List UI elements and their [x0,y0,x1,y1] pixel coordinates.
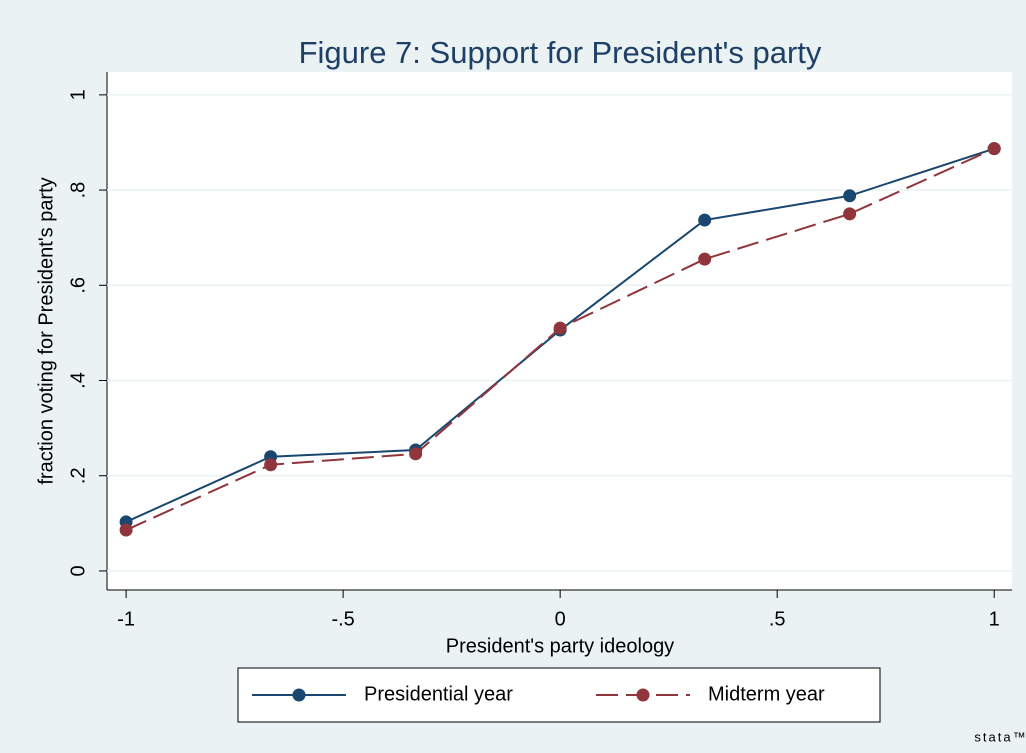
legend-label: Presidential year [364,683,513,705]
legend-marker [292,688,306,702]
chart-title: Figure 7: Support for President's party [299,35,822,70]
point [698,252,712,266]
point [698,213,712,227]
x-tick-label: .5 [769,608,786,630]
legend-label: Midterm year [708,683,825,705]
x-tick-label: 1 [989,608,1000,630]
y-tick-label: .6 [67,277,89,294]
point [553,321,567,335]
y-tick-label: 1 [67,89,89,100]
x-tick-label: -1 [117,608,135,630]
legend-marker [636,688,650,702]
x-tick-label: -.5 [331,608,354,630]
watermark: stata™ [974,729,1026,744]
point [409,447,423,461]
point [119,523,133,537]
point [987,142,1001,156]
point [264,458,278,472]
point [843,189,857,203]
y-tick-label: 0 [67,565,89,576]
y-tick-label: .8 [67,182,89,199]
x-axis-label: President's party ideology [446,635,674,657]
y-tick-label: .2 [67,467,89,484]
point [843,207,857,221]
x-tick-label: 0 [555,608,566,630]
y-axis-label: fraction voting for President's party [35,177,57,484]
y-tick-label: .4 [67,372,89,389]
